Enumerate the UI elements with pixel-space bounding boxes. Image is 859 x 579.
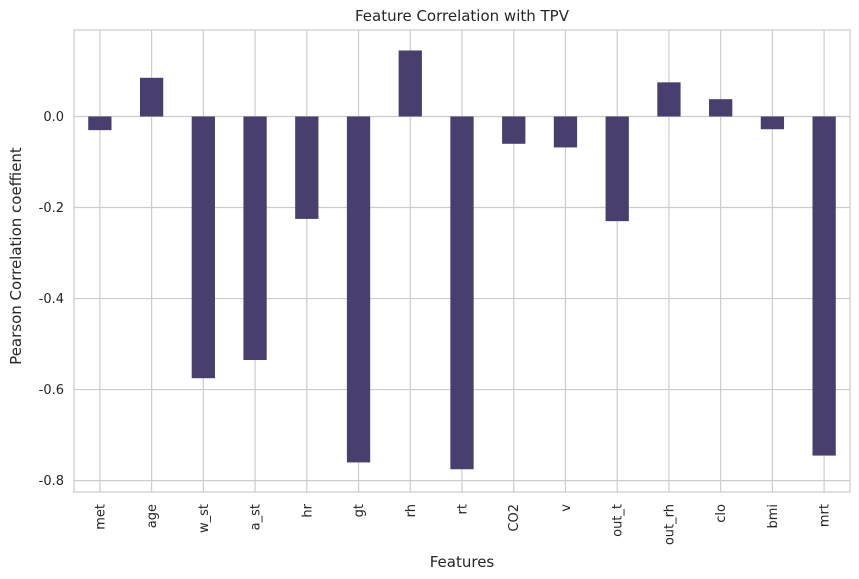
x-axis-label: Features <box>430 553 495 571</box>
ticks-layer: 0.0 -0.2 -0.4 -0.6 -0.8 met age w_st a_st hr gt rh r… <box>39 110 833 545</box>
bar-age <box>139 77 164 117</box>
y-tick-label: -0.4 <box>39 292 64 307</box>
y-tick-label: -0.2 <box>39 201 64 216</box>
x-tick-label: hr <box>300 503 315 517</box>
bar-out_t <box>605 116 629 222</box>
x-tick-label: bmi <box>766 504 781 529</box>
x-tick-label: out_rh <box>662 504 677 545</box>
x-tick-label: a_st <box>249 504 264 530</box>
y-tick-label: 0.0 <box>43 110 64 125</box>
bar-rt <box>450 116 474 470</box>
x-tick-label: clo <box>714 504 729 523</box>
x-tick-label: age <box>145 504 160 528</box>
bar-a_st <box>243 116 267 360</box>
bar-CO2 <box>502 116 526 144</box>
y-axis-label: Pearson Correlation coeffient <box>7 147 25 365</box>
x-tick-label: rt <box>456 504 471 514</box>
bar-gt <box>346 116 371 463</box>
bar-clo <box>709 99 733 117</box>
y-tick-label: -0.8 <box>39 474 64 489</box>
x-tick-label: met <box>93 504 108 530</box>
x-tick-label: CO2 <box>507 504 522 532</box>
y-tick-label: -0.6 <box>39 383 64 398</box>
bar-mrt <box>812 116 836 456</box>
bar-w_st <box>191 116 215 379</box>
x-tick-label: gt <box>352 504 367 517</box>
bars-layer <box>88 50 836 470</box>
bar-met <box>88 116 112 131</box>
bar-bmi <box>760 116 785 130</box>
plot-frame <box>73 29 851 493</box>
bar-out_rh <box>657 82 681 117</box>
bar-hr <box>295 116 319 219</box>
x-tick-label: v <box>559 504 574 512</box>
x-tick-label: mrt <box>818 504 833 527</box>
x-tick-label: out_t <box>611 504 626 537</box>
x-tick-label: w_st <box>197 504 212 533</box>
chart-title: Feature Correlation with TPV <box>355 7 570 25</box>
bar-v <box>553 116 578 148</box>
x-tick-label: rh <box>404 504 419 517</box>
bar-rh <box>398 50 422 117</box>
